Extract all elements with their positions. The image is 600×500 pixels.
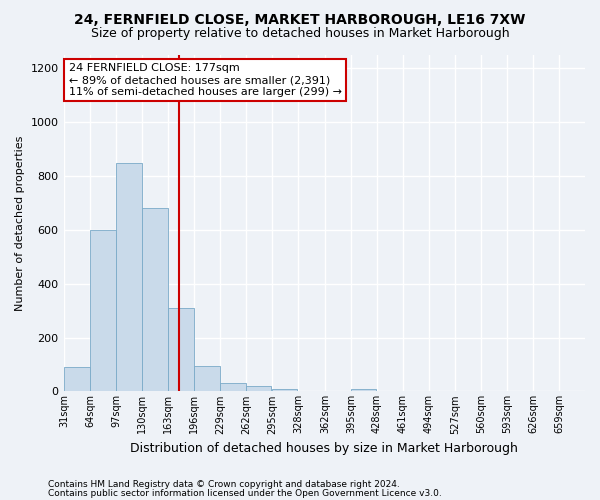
- Bar: [64, 367, 89, 392]
- Bar: [272, 388, 298, 392]
- Text: 24, FERNFIELD CLOSE, MARKET HARBOROUGH, LE16 7XW: 24, FERNFIELD CLOSE, MARKET HARBOROUGH, …: [74, 12, 526, 26]
- Y-axis label: Number of detached properties: Number of detached properties: [15, 136, 25, 311]
- X-axis label: Distribution of detached houses by size in Market Harborough: Distribution of detached houses by size …: [130, 442, 518, 455]
- Bar: [142, 208, 167, 392]
- Text: Size of property relative to detached houses in Market Harborough: Size of property relative to detached ho…: [91, 28, 509, 40]
- Text: Contains public sector information licensed under the Open Government Licence v3: Contains public sector information licen…: [48, 488, 442, 498]
- Bar: [194, 366, 220, 392]
- Text: Contains HM Land Registry data © Crown copyright and database right 2024.: Contains HM Land Registry data © Crown c…: [48, 480, 400, 489]
- Bar: [91, 230, 116, 392]
- Bar: [220, 384, 245, 392]
- Bar: [116, 162, 142, 392]
- Bar: [246, 386, 271, 392]
- Bar: [169, 308, 194, 392]
- Text: 24 FERNFIELD CLOSE: 177sqm
← 89% of detached houses are smaller (2,391)
11% of s: 24 FERNFIELD CLOSE: 177sqm ← 89% of deta…: [69, 64, 342, 96]
- Bar: [351, 388, 376, 392]
